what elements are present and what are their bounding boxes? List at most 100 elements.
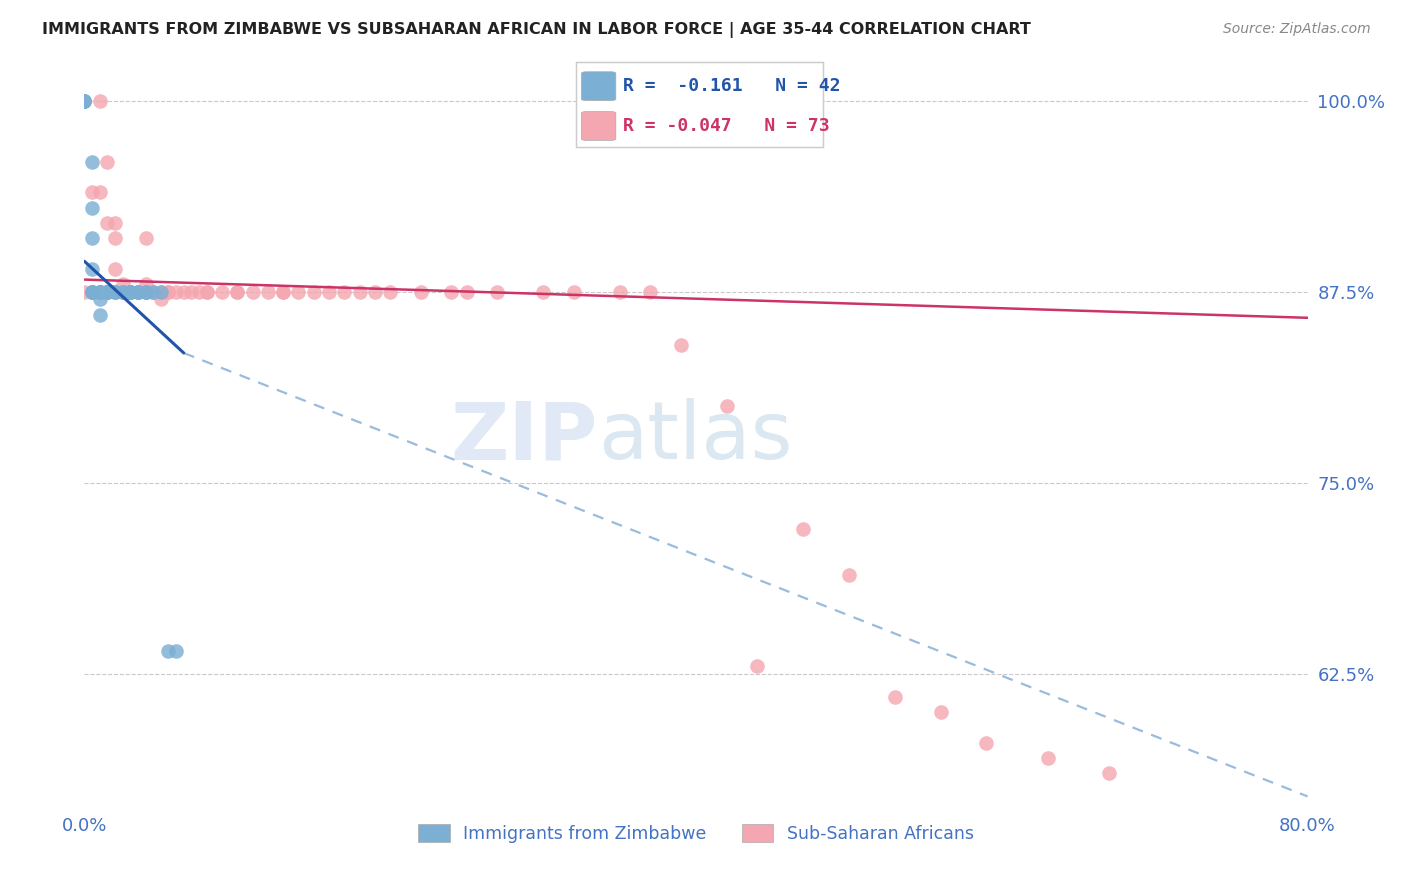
Point	[73, 94, 96, 108]
Point	[80, 231, 103, 245]
Text: ZIP: ZIP	[451, 398, 598, 476]
Point	[89, 285, 111, 299]
Point	[440, 285, 463, 299]
Point	[96, 285, 118, 299]
Point	[127, 285, 149, 299]
Point	[226, 285, 249, 299]
Point	[716, 400, 738, 414]
Point	[120, 285, 142, 299]
FancyBboxPatch shape	[582, 71, 616, 101]
Point	[409, 285, 432, 299]
Point	[669, 338, 692, 352]
Point	[120, 285, 142, 299]
Point	[80, 285, 103, 299]
Point	[73, 94, 96, 108]
Point	[80, 285, 103, 299]
Point	[638, 285, 661, 299]
Point	[838, 567, 860, 582]
Point	[929, 706, 952, 720]
Point	[96, 285, 118, 299]
Point	[80, 201, 103, 215]
Point	[89, 308, 111, 322]
Point	[89, 293, 111, 307]
Point	[127, 285, 149, 299]
Point	[135, 285, 157, 299]
Point	[104, 216, 127, 230]
Point	[149, 285, 172, 299]
Point	[562, 285, 585, 299]
Point	[96, 285, 118, 299]
Point	[120, 285, 142, 299]
FancyBboxPatch shape	[582, 112, 616, 140]
Point	[111, 285, 134, 299]
Point	[127, 285, 149, 299]
Point	[226, 285, 249, 299]
Point	[135, 285, 157, 299]
Point	[127, 285, 149, 299]
Point	[104, 285, 127, 299]
Text: atlas: atlas	[598, 398, 793, 476]
Point	[486, 285, 509, 299]
Point	[242, 285, 264, 299]
Point	[120, 285, 142, 299]
Point	[165, 285, 187, 299]
Point	[380, 285, 402, 299]
Point	[96, 285, 118, 299]
Point	[318, 285, 340, 299]
Point	[111, 285, 134, 299]
Point	[111, 285, 134, 299]
Point	[157, 285, 180, 299]
Point	[287, 285, 309, 299]
Point	[364, 285, 387, 299]
Point	[333, 285, 356, 299]
Point	[1036, 751, 1059, 765]
Point	[302, 285, 325, 299]
Point	[73, 94, 96, 108]
Point	[80, 261, 103, 276]
Point	[135, 231, 157, 245]
Point	[89, 285, 111, 299]
Point	[149, 293, 172, 307]
Point	[80, 285, 103, 299]
Point	[73, 285, 96, 299]
Text: IMMIGRANTS FROM ZIMBABWE VS SUBSAHARAN AFRICAN IN LABOR FORCE | AGE 35-44 CORREL: IMMIGRANTS FROM ZIMBABWE VS SUBSAHARAN A…	[42, 22, 1031, 38]
Point	[96, 285, 118, 299]
Point	[120, 285, 142, 299]
Point	[127, 285, 149, 299]
Point	[73, 94, 96, 108]
Text: R =  -0.161   N = 42: R = -0.161 N = 42	[623, 78, 841, 95]
Point	[96, 285, 118, 299]
Point	[104, 285, 127, 299]
Point	[80, 186, 103, 200]
Point	[89, 94, 111, 108]
Point	[96, 216, 118, 230]
Point	[271, 285, 294, 299]
Point	[180, 285, 202, 299]
Point	[89, 186, 111, 200]
Text: Source: ZipAtlas.com: Source: ZipAtlas.com	[1223, 22, 1371, 37]
Point	[976, 736, 998, 750]
Point	[271, 285, 294, 299]
Point	[89, 285, 111, 299]
Point	[142, 285, 165, 299]
Point	[257, 285, 280, 299]
Point	[135, 277, 157, 292]
Point	[80, 285, 103, 299]
Text: R = -0.047   N = 73: R = -0.047 N = 73	[623, 117, 830, 135]
Point	[188, 285, 211, 299]
Point	[1098, 766, 1121, 780]
Point	[89, 285, 111, 299]
Point	[195, 285, 218, 299]
Point	[120, 285, 142, 299]
Point	[157, 285, 180, 299]
Point	[111, 285, 134, 299]
Point	[609, 285, 631, 299]
Point	[120, 285, 142, 299]
Point	[120, 285, 142, 299]
Point	[80, 285, 103, 299]
Legend: Immigrants from Zimbabwe, Sub-Saharan Africans: Immigrants from Zimbabwe, Sub-Saharan Af…	[409, 815, 983, 852]
Point	[142, 285, 165, 299]
Point	[111, 277, 134, 292]
Point	[349, 285, 371, 299]
Point	[165, 644, 187, 658]
